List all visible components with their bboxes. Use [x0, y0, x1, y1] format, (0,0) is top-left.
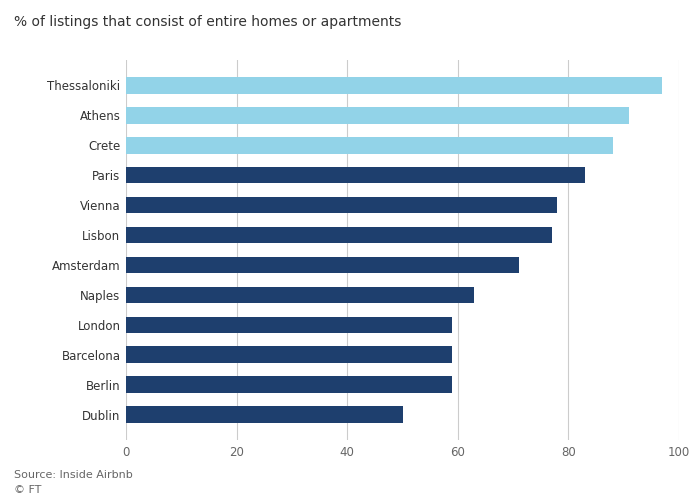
Bar	[126, 167, 585, 184]
Bar	[126, 376, 452, 393]
Bar	[126, 286, 475, 303]
Bar	[126, 137, 612, 154]
Bar	[126, 316, 452, 333]
Text: Source: Inside Airbnb: Source: Inside Airbnb	[14, 470, 133, 480]
Bar	[126, 107, 629, 124]
Bar	[126, 227, 552, 244]
Text: © FT: © FT	[14, 485, 41, 495]
Text: % of listings that consist of entire homes or apartments: % of listings that consist of entire hom…	[14, 15, 401, 29]
Bar	[126, 197, 557, 214]
Bar	[126, 346, 452, 363]
Bar	[126, 256, 519, 273]
Bar	[126, 78, 662, 94]
Bar	[126, 406, 402, 422]
